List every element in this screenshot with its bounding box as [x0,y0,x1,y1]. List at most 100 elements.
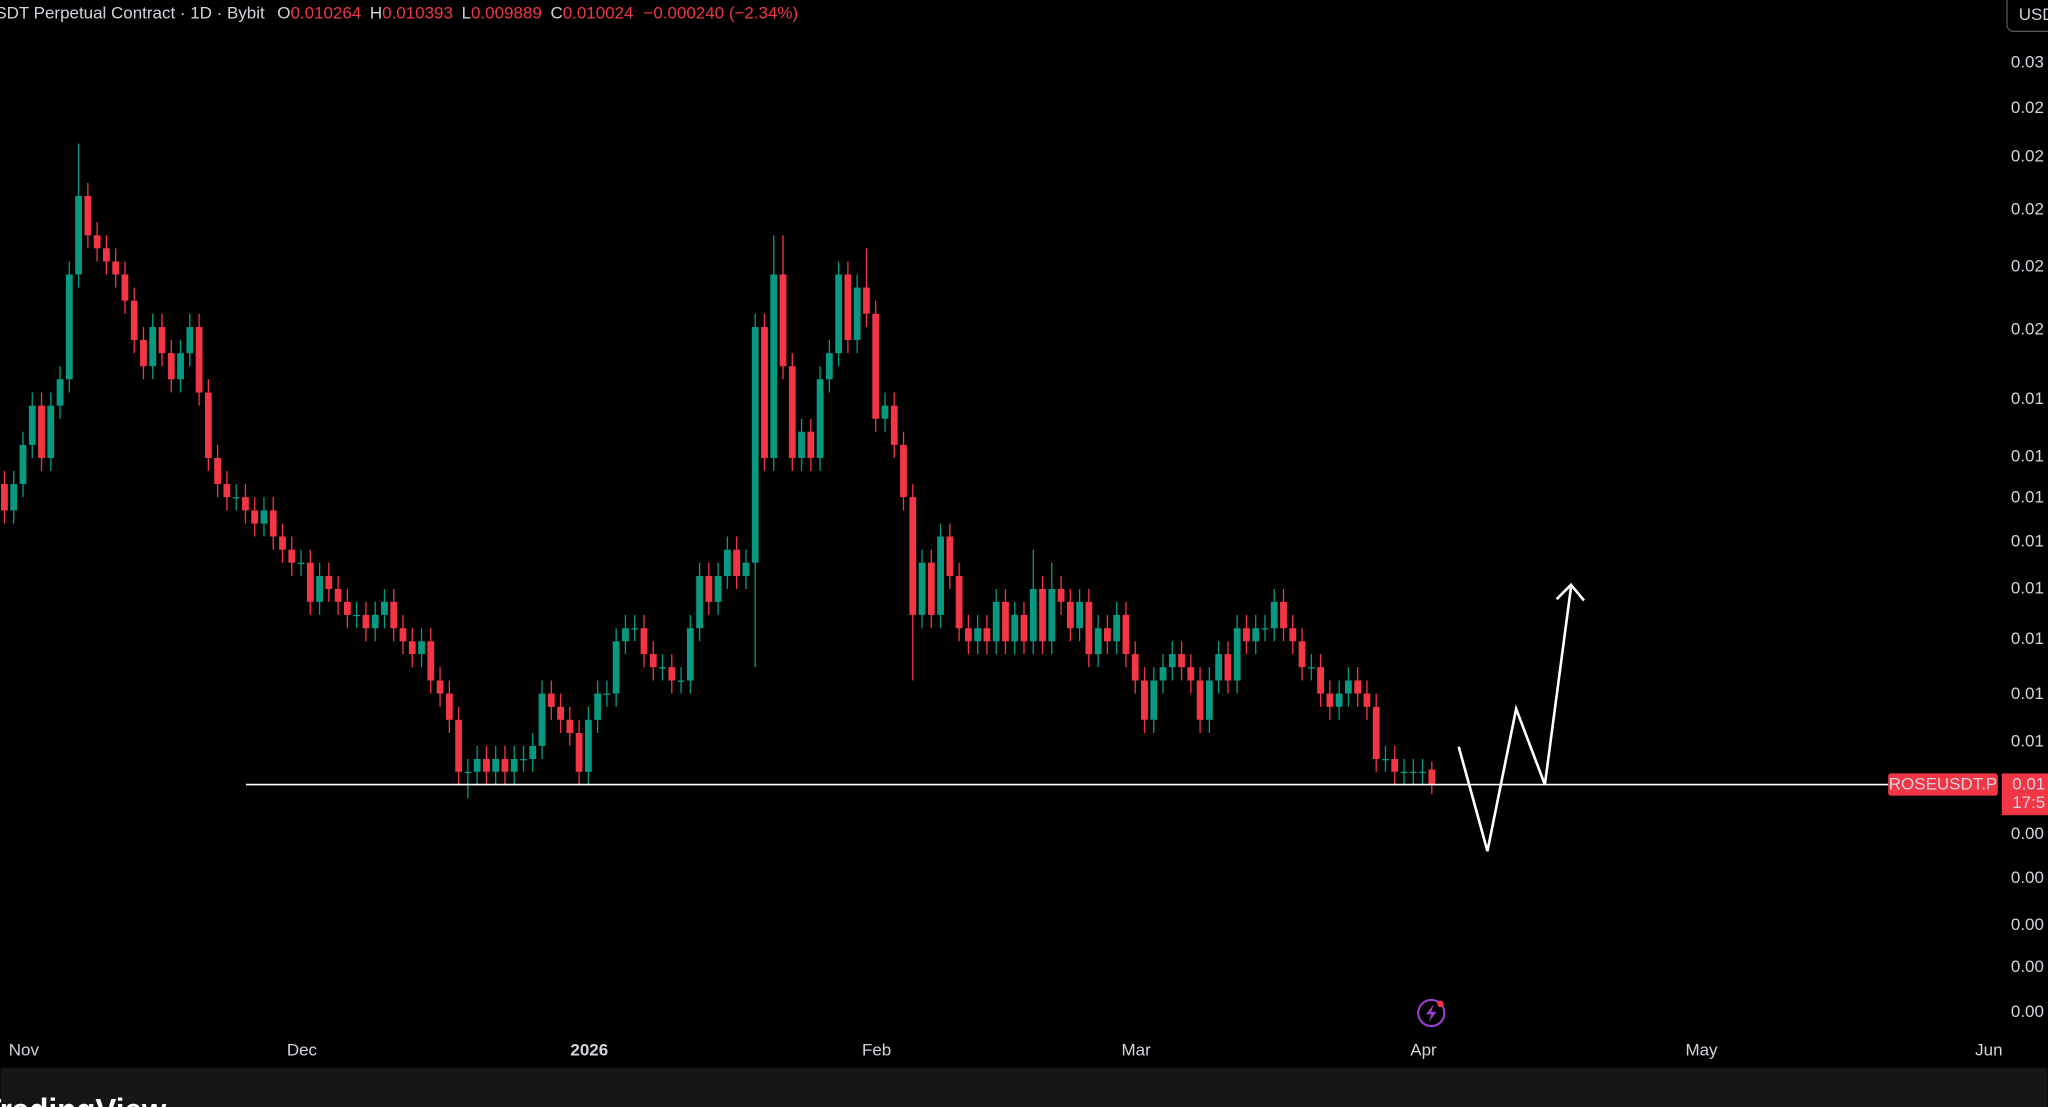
header: SDT Perpetual Contract · 1D · Bybit O0.0… [0,4,798,23]
ohlc-label: L [462,4,471,23]
y-tick-label: 0.00 [2011,824,2044,843]
candle-body [1029,589,1037,642]
brand: TradingView [0,1093,167,1107]
candle-body [761,327,768,458]
candle-body [844,274,852,340]
candle-body [927,562,935,615]
candle-body [436,680,444,694]
candle-body [269,510,277,537]
candle-body [594,693,602,720]
candle-body [28,405,36,445]
candle-body [520,759,527,761]
ohlc-label: C [550,4,562,23]
candle-body [1363,693,1371,707]
y-tick-label: 0.00 [2011,868,2044,887]
candle-body [1141,680,1148,720]
price-label: 0.01 [2012,775,2045,794]
x-tick-label: Apr [1410,1040,1437,1059]
symbol-title: SDT Perpetual Contract · 1D · Bybit [0,4,265,23]
x-tick-label: May [1685,1040,1718,1059]
candle-body [279,536,286,550]
bottom-bar [0,1067,2048,1107]
candle-body [65,274,73,380]
candle-body [770,274,778,458]
candle-body [1048,589,1056,642]
candle-body [900,444,907,498]
candle-body [1354,680,1362,694]
candle-body [946,536,954,576]
candle-body [1085,601,1093,655]
candle-body [242,497,249,511]
candle-body [1307,667,1315,669]
candle-body [1317,667,1324,694]
currency-button[interactable]: USD [2006,0,2048,32]
symbol-tag-bg [1888,773,1998,796]
candle-body [742,562,750,576]
y-tick-label: 0.01 [2011,684,2044,703]
price-label-bg [2001,773,2048,816]
projection-arrowhead [1555,582,1586,602]
candle-body [1428,769,1436,786]
x-tick-label: Feb [862,1040,891,1059]
candle-body [1391,759,1399,772]
candle-body [38,405,45,458]
candle-body [1205,680,1213,720]
candle-body [955,575,963,629]
candle-body [937,536,944,615]
candle-body [501,759,509,772]
y-tick-label: 0.01 [2011,732,2044,751]
candle-body [1039,589,1046,642]
candle-body [825,353,833,380]
candle-body [121,274,129,301]
candle-body [84,195,92,236]
candle-body [798,431,805,458]
candle-body [1113,614,1121,642]
candle-body [306,562,314,602]
axes: 0.03 0.02 0.02 0.02 0.02 0.02 0.01 0.01 0.01 0.01… [9,52,2044,1059]
candle-body [473,759,481,772]
button-label: USD [2019,5,2048,24]
candle-body [649,654,657,668]
candle-body [1224,654,1232,681]
candle-body [93,235,101,249]
candle-body [204,392,212,458]
candle-body [631,628,639,630]
x-tick-label: Nov [9,1040,40,1059]
countdown: 17:5 [2012,793,2045,812]
projection-path [1457,587,1573,852]
candle-body [1104,628,1111,642]
y-tick-label: 0.02 [2011,319,2044,338]
candle-body [56,379,64,406]
candle-body [214,457,222,485]
candle-body [195,327,203,393]
candle-body [863,287,870,314]
candle-body [974,628,982,642]
candle-body [260,510,268,524]
candle-body [816,379,824,458]
candle-body [1419,771,1426,774]
candle-body [557,706,564,720]
lightning-icon[interactable] [1417,998,1446,1028]
candle-body [983,628,991,642]
y-tick-label: 0.01 [2011,629,2044,648]
ohlc-value: 0.009889 [471,4,542,23]
candle-body [677,680,685,682]
candle-body [1233,628,1241,681]
candle-body [510,759,518,772]
candle-body [455,719,462,772]
x-tick-label: Dec [287,1040,318,1059]
candle-body [223,484,231,498]
candle-body [10,484,18,511]
candle-body [696,575,703,629]
candle-body [399,628,407,642]
candle-body [1280,601,1287,629]
candle-body [1131,654,1139,681]
candle-body [418,641,425,655]
ohlc-value: 0.010393 [382,4,453,23]
candle-body [1057,589,1065,602]
candle-body [1002,601,1009,642]
candle-body [1076,601,1083,629]
candle-body [584,719,592,772]
